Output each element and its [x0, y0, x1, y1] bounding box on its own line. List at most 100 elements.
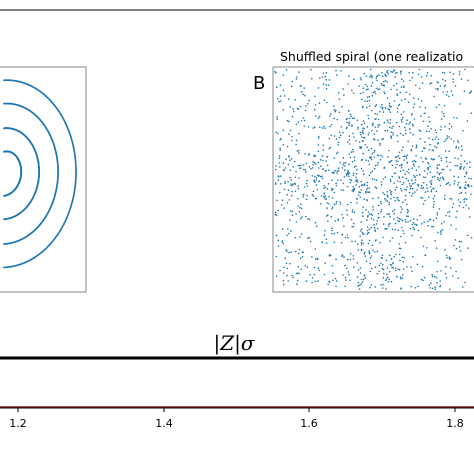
shuffled-point	[404, 98, 406, 100]
shuffled-point	[462, 168, 465, 170]
shuffled-point	[368, 191, 371, 193]
shuffled-point	[303, 168, 305, 171]
spiral-points	[3, 79, 77, 269]
shuffled-point	[302, 93, 304, 96]
shuffled-point	[276, 116, 278, 118]
shuffled-point	[368, 252, 371, 255]
shuffled-point	[448, 127, 451, 130]
shuffled-point	[416, 218, 419, 221]
shuffled-point	[430, 158, 433, 160]
shuffled-point	[412, 226, 415, 229]
shuffled-point	[414, 179, 417, 181]
shuffled-point	[275, 255, 278, 258]
shuffled-point	[406, 170, 409, 173]
shuffled-point	[377, 139, 379, 141]
shuffled-point	[429, 165, 432, 168]
shuffled-point	[386, 190, 388, 193]
shuffled-point	[351, 124, 353, 126]
shuffled-point	[359, 146, 361, 148]
shuffled-point	[401, 176, 404, 178]
shuffled-point	[294, 99, 297, 101]
shuffled-point	[297, 265, 300, 268]
shuffled-point	[366, 216, 369, 218]
shuffled-point	[345, 173, 348, 176]
shuffled-point	[386, 200, 389, 202]
shuffled-point	[374, 105, 377, 108]
shuffled-point	[398, 176, 400, 178]
shuffled-point	[423, 276, 426, 279]
shuffled-point	[418, 129, 421, 131]
shuffled-point	[362, 278, 365, 281]
shuffled-point	[381, 138, 383, 141]
shuffled-point	[410, 285, 413, 288]
shuffled-point	[439, 184, 442, 187]
shuffled-point	[279, 149, 282, 151]
shuffled-point	[291, 214, 294, 216]
shuffled-point	[360, 180, 363, 183]
shuffled-point	[407, 221, 409, 223]
shuffled-point	[366, 187, 369, 189]
shuffled-point	[281, 228, 284, 230]
shuffled-point	[291, 274, 293, 277]
shuffled-point	[379, 110, 381, 113]
shuffled-point	[298, 71, 300, 73]
shuffled-point	[341, 167, 344, 169]
shuffled-point	[349, 181, 352, 184]
shuffled-point	[394, 172, 397, 175]
shuffled-point	[406, 119, 408, 121]
shuffled-point	[400, 235, 402, 238]
shuffled-point	[396, 134, 399, 137]
shuffled-point	[459, 201, 462, 203]
panel-a-frame	[0, 66, 87, 293]
shuffled-point	[470, 178, 473, 180]
shuffled-point	[366, 126, 369, 128]
shuffled-point	[425, 75, 428, 77]
shuffled-point	[465, 173, 468, 175]
shuffled-point	[286, 193, 289, 196]
shuffled-point	[349, 178, 351, 181]
shuffled-point	[396, 276, 398, 278]
shuffled-point	[301, 216, 303, 218]
shuffled-point	[437, 260, 439, 263]
shuffled-point	[305, 280, 308, 282]
shuffled-point	[387, 195, 389, 198]
shuffled-point	[386, 276, 389, 279]
shuffled-point	[360, 283, 363, 285]
shuffled-point	[337, 167, 340, 169]
shuffled-point	[353, 156, 356, 158]
shuffled-point	[406, 208, 409, 211]
shuffled-point	[392, 132, 394, 134]
shuffled-point	[372, 122, 374, 125]
shuffled-point	[434, 175, 436, 178]
shuffled-point	[400, 278, 402, 280]
shuffled-point	[283, 272, 285, 274]
shuffled-point	[402, 181, 405, 184]
shuffled-point	[333, 191, 336, 194]
shuffled-point	[378, 88, 381, 90]
shuffled-point	[340, 189, 343, 191]
shuffled-point	[304, 109, 307, 112]
shuffled-point	[344, 264, 346, 267]
shuffled-point	[435, 136, 438, 138]
shuffled-point	[440, 270, 442, 272]
shuffled-point	[297, 185, 299, 187]
shuffled-point	[324, 262, 327, 265]
shuffled-point	[373, 167, 376, 170]
shuffled-point	[328, 147, 331, 150]
shuffled-point	[397, 220, 400, 222]
shuffled-point	[370, 156, 372, 158]
shuffled-point	[366, 226, 369, 228]
shuffled-point	[387, 121, 390, 123]
shuffled-point	[290, 158, 293, 160]
shuffled-point	[352, 185, 355, 188]
shuffled-point	[366, 229, 369, 232]
shuffled-point	[313, 266, 316, 269]
shuffled-point	[379, 144, 381, 146]
shuffled-point	[370, 74, 372, 77]
shuffled-point	[404, 199, 407, 201]
shuffled-point	[351, 226, 354, 228]
shuffled-point	[426, 172, 429, 175]
shuffled-point	[449, 71, 451, 74]
shuffled-point	[371, 170, 374, 173]
shuffled-point	[303, 87, 306, 89]
